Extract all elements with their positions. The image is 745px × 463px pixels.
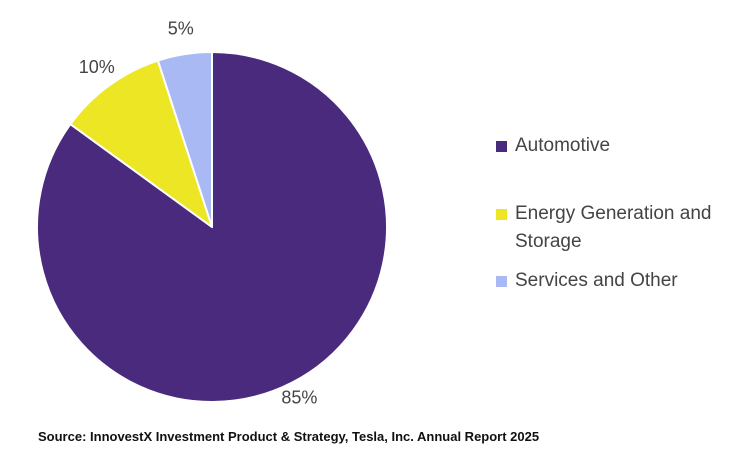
pie-slice-services — [156, 51, 213, 228]
slice-label-energy: 10% — [79, 57, 115, 77]
legend-item-services: Services and Other — [496, 267, 740, 295]
slice-label-services: 5% — [168, 19, 194, 39]
source-note: Source: InnovestX Investment Product & S… — [38, 429, 540, 444]
legend-label-automotive: Automotive — [515, 135, 611, 156]
slice-label-automotive: 85% — [281, 387, 317, 407]
legend-swatch-services — [496, 276, 507, 287]
legend-swatch-energy — [496, 209, 507, 220]
legend-item-energy: Energy Generation and Storage — [496, 200, 740, 256]
legend-label-energy: Energy Generation and Storage — [515, 203, 712, 252]
pie-slice-energy — [69, 59, 213, 228]
legend-item-automotive: Automotive — [496, 132, 740, 160]
legend-label-services: Services and Other — [515, 270, 678, 291]
legend-swatch-automotive — [496, 141, 507, 152]
